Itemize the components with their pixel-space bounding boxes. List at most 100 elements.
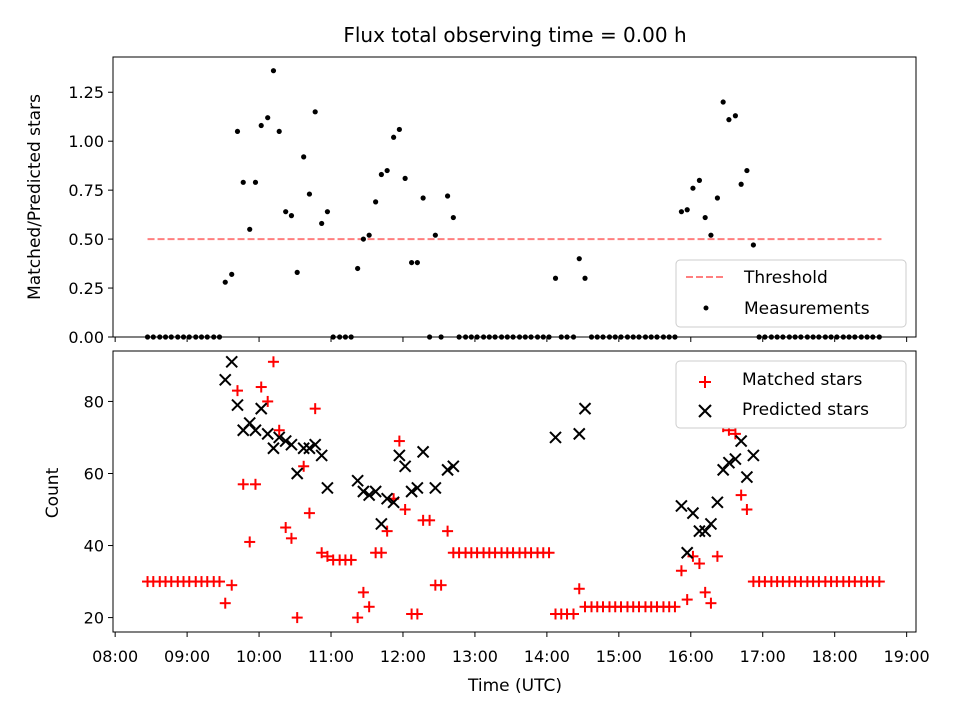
matched-star-point bbox=[375, 547, 387, 559]
matched-star-point bbox=[249, 478, 261, 490]
measurement-point bbox=[402, 175, 408, 181]
matched-star-point bbox=[735, 489, 747, 501]
matched-star-point bbox=[280, 522, 292, 534]
measurement-point bbox=[684, 207, 690, 213]
measurement-point bbox=[360, 236, 366, 242]
measurement-point bbox=[750, 242, 756, 248]
matched-star-point bbox=[255, 381, 267, 393]
matched-star-point bbox=[298, 460, 310, 472]
measurement-point bbox=[432, 232, 438, 238]
measurement-point bbox=[234, 128, 241, 135]
measurement-point bbox=[270, 68, 277, 74]
predicted-star-point bbox=[285, 438, 298, 451]
measurement-point bbox=[222, 279, 228, 285]
predicted-star-point bbox=[369, 485, 382, 498]
measurement-point bbox=[708, 232, 714, 238]
legend-threshold-label: Threshold bbox=[743, 268, 828, 288]
matched-star-point bbox=[424, 514, 436, 526]
predicted-star-point bbox=[686, 506, 700, 520]
bottom-y-tick-label: 60 bbox=[84, 464, 104, 483]
matched-star-point bbox=[741, 504, 753, 516]
bottom-y-tick-label: 40 bbox=[84, 537, 104, 556]
measurement-point bbox=[324, 209, 331, 215]
matched-star-point bbox=[363, 601, 375, 613]
measurement-point bbox=[247, 226, 253, 232]
predicted-star-point bbox=[693, 524, 706, 538]
predicted-star-point bbox=[740, 470, 754, 484]
measurement-point bbox=[678, 209, 685, 215]
matched-star-point bbox=[321, 550, 333, 562]
matched-star-point bbox=[267, 356, 279, 368]
top-panel: 0.00 0.25 0.50 0.75 1.00 1.25 Matched/Predict… bbox=[25, 56, 917, 347]
predicted-star-point bbox=[729, 452, 742, 466]
top-y-axis-label: Matched/Predicted stars bbox=[25, 94, 45, 300]
predicted-star-point bbox=[375, 517, 388, 531]
predicted-star-point bbox=[416, 445, 430, 459]
matched-star-point bbox=[669, 601, 681, 613]
x-tick-label: 11:00 bbox=[308, 647, 354, 666]
matched-star-point bbox=[345, 554, 357, 566]
matched-star-point bbox=[399, 504, 411, 516]
bottom-y-tick-label: 80 bbox=[84, 392, 104, 411]
predicted-star-point bbox=[249, 424, 262, 437]
predicted-star-point bbox=[315, 449, 328, 462]
bottom-y-ticks: 20 40 60 80 bbox=[84, 392, 113, 628]
matched-star-point bbox=[285, 532, 297, 544]
top-y-tick-label: 1.00 bbox=[68, 132, 104, 151]
matched-star-point bbox=[568, 608, 580, 620]
x-tick-label: 12:00 bbox=[380, 647, 426, 666]
matched-legend-swatch bbox=[699, 376, 711, 388]
top-legend: Threshold Measurements bbox=[675, 259, 907, 328]
measurement-point bbox=[355, 265, 361, 272]
predicted-star-point bbox=[398, 460, 412, 473]
measurement-point bbox=[366, 232, 372, 238]
predicted-star-point bbox=[219, 373, 232, 387]
measurement-point bbox=[312, 109, 318, 115]
x-axis-label: Time (UTC) bbox=[467, 676, 562, 696]
predicted-star-point bbox=[675, 499, 688, 513]
matched-star-point bbox=[226, 579, 238, 591]
matched-star-point bbox=[693, 558, 705, 570]
matched-star-point bbox=[411, 608, 423, 620]
top-y-tick-label: 0.00 bbox=[68, 328, 104, 347]
matched-star-point bbox=[316, 547, 328, 559]
measurement-point bbox=[444, 193, 451, 199]
matched-star-point bbox=[303, 507, 315, 519]
matched-star-point bbox=[699, 586, 711, 598]
measurement-point bbox=[714, 195, 721, 201]
predicted-star-point bbox=[357, 485, 370, 498]
predicted-star-point bbox=[279, 434, 292, 448]
x-tick-label: 18:00 bbox=[812, 647, 858, 666]
legend-matched-label: Matched stars bbox=[742, 370, 862, 390]
predicted-star-point bbox=[243, 416, 256, 430]
predicted-star-point bbox=[308, 438, 322, 451]
predicted-star-point bbox=[704, 517, 718, 531]
predicted-star-point bbox=[549, 431, 562, 444]
matched-star-point bbox=[573, 583, 585, 595]
measurement-point bbox=[732, 113, 738, 119]
top-y-tick-label: 0.25 bbox=[68, 279, 104, 298]
predicted-star-point bbox=[225, 355, 238, 369]
top-y-tick-label: 0.50 bbox=[68, 230, 104, 249]
bottom-y-axis-label: Count bbox=[43, 467, 63, 518]
predicted-star-point bbox=[303, 442, 316, 455]
measurement-point bbox=[252, 179, 259, 185]
bottom-data-marks bbox=[142, 355, 885, 624]
measurement-point bbox=[744, 167, 750, 174]
matched-star-point bbox=[357, 586, 369, 598]
x-tick-label: 10:00 bbox=[236, 647, 282, 666]
matched-star-point bbox=[273, 424, 285, 436]
matched-star-point bbox=[219, 597, 231, 609]
top-y-tick-label: 0.75 bbox=[68, 181, 104, 200]
predicted-star-point bbox=[273, 431, 286, 444]
predicted-star-point bbox=[578, 402, 592, 415]
predicted-star-point bbox=[321, 481, 334, 495]
predicted-star-point bbox=[380, 492, 394, 505]
x-tick-label: 16:00 bbox=[668, 647, 714, 666]
predicted-star-point bbox=[231, 398, 244, 412]
top-y-ticks: 0.00 0.25 0.50 0.75 1.00 1.25 bbox=[68, 83, 113, 347]
top-x-ticks bbox=[114, 337, 908, 342]
matched-star-point bbox=[244, 536, 256, 548]
matched-star-point bbox=[262, 395, 274, 407]
predicted-star-point bbox=[429, 481, 442, 495]
